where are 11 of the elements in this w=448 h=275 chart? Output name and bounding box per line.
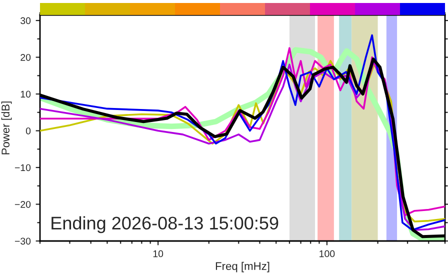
y-tick-label: −20 <box>14 200 31 208</box>
y-tick-label: −30 <box>14 238 31 245</box>
y-axis-title: Power [dB] <box>1 102 12 154</box>
y-tick-label: 20 <box>20 54 31 61</box>
y-tick-label: 0 <box>26 127 31 134</box>
y-tick-label: 10 <box>20 90 31 98</box>
x-tick-label: 100 <box>320 250 335 258</box>
x-axis-title: Freq [mHz] <box>216 262 270 272</box>
y-tick-label: −10 <box>14 164 31 172</box>
annotation: Ending 2026-08-13 15:00:59 <box>52 216 278 234</box>
y-tick-label: 30 <box>20 17 31 24</box>
